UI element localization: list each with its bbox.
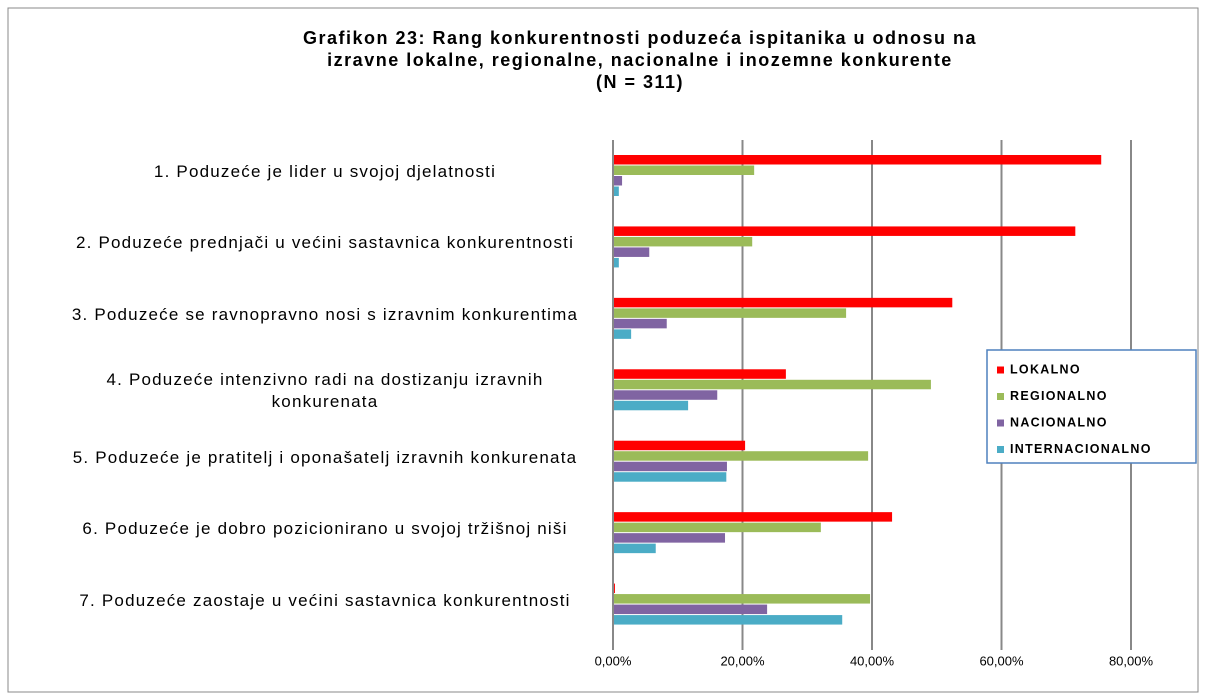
chart-title: (N = 311) — [595, 72, 685, 92]
bar — [613, 604, 768, 615]
legend-swatch — [997, 393, 1004, 400]
x-tick-label: 80,00% — [1109, 653, 1154, 668]
bar — [613, 155, 1102, 165]
legend-label: NACIONALNO — [1010, 415, 1108, 429]
x-tick-label: 20,00% — [720, 653, 765, 668]
legend-swatch — [997, 419, 1004, 427]
category-label: 4. Poduzeće intenzivno radi na dostizanj… — [106, 370, 544, 412]
bar — [613, 329, 632, 339]
legend-swatch — [997, 366, 1004, 374]
bar — [613, 226, 1076, 236]
legend-swatch — [997, 446, 1004, 453]
bar — [613, 543, 656, 554]
bar — [613, 522, 821, 533]
x-tick-label: 60,00% — [979, 653, 1024, 668]
bar — [613, 461, 727, 472]
bar — [613, 247, 650, 257]
legend-box — [986, 349, 1197, 464]
category-label: 3. Poduzeće se ravnopravno nosi s izravn… — [71, 304, 579, 324]
bar — [613, 379, 931, 390]
bar — [613, 400, 689, 411]
chart-title: izravne lokalne, regionalne, nacionalne … — [327, 50, 953, 70]
category-label: 1. Poduzeće je lider u svojoj djelatnost… — [153, 162, 497, 181]
x-tick-label: 40,00% — [850, 653, 895, 668]
bar — [613, 257, 619, 268]
bar — [613, 594, 871, 604]
category-label: 7. Poduzeće zaostaje u većini sastavnica… — [79, 590, 571, 610]
bar — [613, 186, 619, 196]
bar — [613, 451, 869, 461]
bar — [613, 308, 847, 318]
bar — [613, 512, 893, 522]
bar — [613, 369, 786, 379]
bar — [613, 533, 726, 543]
category-label: 6. Poduzeće je dobro pozicionirano u svo… — [82, 519, 568, 539]
legend-label: REGIONALNO — [1010, 389, 1108, 403]
bar — [613, 176, 623, 186]
bar — [613, 390, 718, 400]
legend-label: INTERNACIONALNO — [1010, 442, 1152, 456]
category-label: 5. Poduzeće je pratitelj i oponašatelj i… — [72, 447, 578, 467]
x-tick-label: 0,00% — [595, 653, 632, 668]
category-label: 2. Poduzeće prednjači u većini sastavnic… — [75, 233, 575, 253]
bar — [613, 615, 843, 625]
bar — [613, 297, 953, 308]
chart-title: Grafikon 23: Rang konkurentnosti poduzeć… — [302, 28, 978, 48]
bar — [613, 165, 755, 175]
bar — [613, 318, 667, 329]
bar — [613, 236, 753, 247]
bar — [613, 440, 746, 451]
bar — [613, 472, 727, 482]
legend-label: LOKALNO — [1010, 362, 1081, 376]
